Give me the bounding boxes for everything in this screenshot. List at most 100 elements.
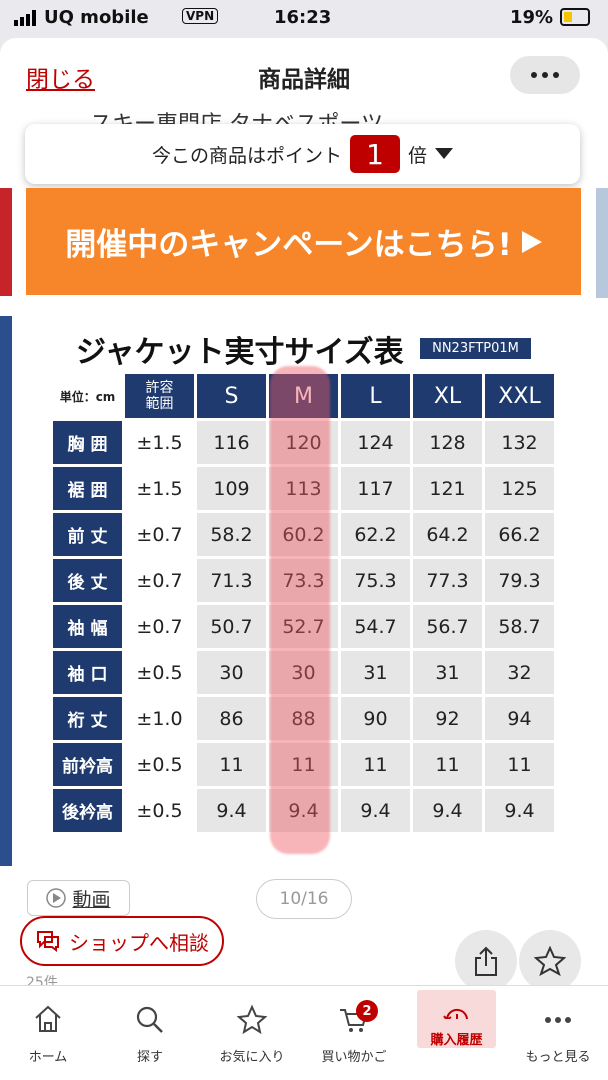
share-icon — [475, 946, 497, 976]
size-cell: 66.2 — [485, 513, 554, 556]
side-image — [0, 316, 12, 866]
row-label: 袖 口 — [53, 651, 122, 694]
size-cell: 71.3 — [197, 559, 266, 602]
size-cell: 11 — [413, 743, 482, 786]
size-cell: 50.7 — [197, 605, 266, 648]
row-label: 裾 囲 — [53, 467, 122, 510]
size-cell: 116 — [197, 421, 266, 464]
side-image — [0, 188, 12, 296]
size-cell: 9.4 — [341, 789, 410, 832]
vpn-badge: VPN — [182, 8, 219, 24]
campaign-banner[interactable]: 開催中のキャンペーンはこちら! — [26, 188, 581, 295]
nav-icon — [35, 1005, 61, 1032]
size-header: L — [341, 374, 410, 418]
tolerance-cell: ±0.7 — [125, 513, 194, 556]
nav-label: お気に入り — [219, 1050, 285, 1065]
points-popup[interactable]: 今この商品はポイント 1 倍 — [25, 124, 580, 184]
carrier: UQ mobile — [44, 7, 149, 28]
size-cell: 128 — [413, 421, 482, 464]
size-cell: 9.4 — [197, 789, 266, 832]
more-button[interactable] — [510, 56, 580, 94]
size-cell: 77.3 — [413, 559, 482, 602]
signal-icon — [14, 10, 36, 26]
nav-label: ホーム — [28, 1050, 68, 1065]
nav-item[interactable]: 探す — [106, 990, 194, 1070]
tolerance-cell: ±1.5 — [125, 421, 194, 464]
size-cell: 94 — [485, 697, 554, 740]
size-cell: 75.3 — [341, 559, 410, 602]
size-cell: 11 — [485, 743, 554, 786]
close-button[interactable]: 閉じる — [26, 67, 95, 93]
size-cell: 117 — [341, 467, 410, 510]
nav-label: 買い物かご — [321, 1050, 387, 1065]
points-value: 1 — [350, 135, 400, 173]
favorite-button[interactable] — [519, 930, 581, 992]
nav-icon — [442, 1008, 468, 1019]
video-label: 動画 — [72, 888, 111, 911]
row-label: 後 丈 — [53, 559, 122, 602]
size-cell: 58.2 — [197, 513, 266, 556]
points-suffix: 倍 — [408, 144, 428, 167]
nav-icon — [236, 1004, 268, 1035]
size-header: XL — [413, 374, 482, 418]
tolerance-cell: ±0.5 — [125, 651, 194, 694]
side-image — [596, 188, 608, 298]
size-cell: 30 — [269, 651, 338, 694]
nav-item[interactable]: ホーム — [4, 990, 92, 1070]
chat-icon — [37, 931, 59, 952]
size-cell: 32 — [485, 651, 554, 694]
bottom-nav — [0, 985, 608, 1080]
size-header: M — [269, 374, 338, 418]
size-cell: 54.7 — [341, 605, 410, 648]
size-cell: 90 — [341, 697, 410, 740]
tolerance-cell: ±0.5 — [125, 789, 194, 832]
size-cell: 132 — [485, 421, 554, 464]
pager: 10/16 — [256, 879, 352, 919]
size-cell: 9.4 — [413, 789, 482, 832]
size-cell: 31 — [341, 651, 410, 694]
banner-arrow — [521, 230, 542, 253]
nav-item[interactable]: もっと見る — [514, 990, 602, 1070]
consult-button[interactable]: ショップへ相談 — [20, 916, 224, 966]
tolerance-cell: ±1.0 — [125, 697, 194, 740]
size-cell: 64.2 — [413, 513, 482, 556]
size-cell: 92 — [413, 697, 482, 740]
size-cell: 11 — [269, 743, 338, 786]
share-button[interactable] — [455, 930, 517, 992]
size-cell: 73.3 — [269, 559, 338, 602]
banner-text: 開催中のキャンペーンはこちら! — [65, 227, 512, 263]
tolerance-cell: ±0.7 — [125, 605, 194, 648]
size-cell: 56.7 — [413, 605, 482, 648]
tolerance-cell: ±1.5 — [125, 467, 194, 510]
size-header: XXL — [485, 374, 554, 418]
video-button[interactable]: 動画 — [27, 880, 130, 916]
tolerance-cell: ±0.7 — [125, 559, 194, 602]
header-title: 商品詳細 — [258, 67, 350, 93]
nav-item[interactable]: 購入履歴 — [417, 990, 496, 1048]
size-cell: 9.4 — [269, 789, 338, 832]
size-cell: 11 — [197, 743, 266, 786]
size-cell: 11 — [341, 743, 410, 786]
size-cell: 124 — [341, 421, 410, 464]
highlight — [270, 366, 330, 854]
nav-item[interactable]: 買い物かご — [310, 990, 398, 1070]
row-label: 前 丈 — [53, 513, 122, 556]
size-cell: 120 — [269, 421, 338, 464]
nav-item[interactable]: お気に入り — [208, 990, 296, 1070]
tolerance-header-line: 許容 — [145, 380, 174, 396]
size-cell: 58.7 — [485, 605, 554, 648]
tolerance-cell: ±0.5 — [125, 743, 194, 786]
unit-label: 単位：cm — [59, 389, 116, 404]
row-label: 胸 囲 — [53, 421, 122, 464]
dropdown-icon — [435, 148, 454, 159]
points-prefix: 今この商品はポイント — [151, 144, 342, 167]
nav-label: もっと見る — [525, 1050, 591, 1065]
row-label: 袖 幅 — [53, 605, 122, 648]
size-cell: 52.7 — [269, 605, 338, 648]
row-label: 裄 丈 — [53, 697, 122, 740]
size-cell: 79.3 — [485, 559, 554, 602]
size-cell: 86 — [197, 697, 266, 740]
star-icon — [534, 946, 566, 976]
size-cell: 62.2 — [341, 513, 410, 556]
